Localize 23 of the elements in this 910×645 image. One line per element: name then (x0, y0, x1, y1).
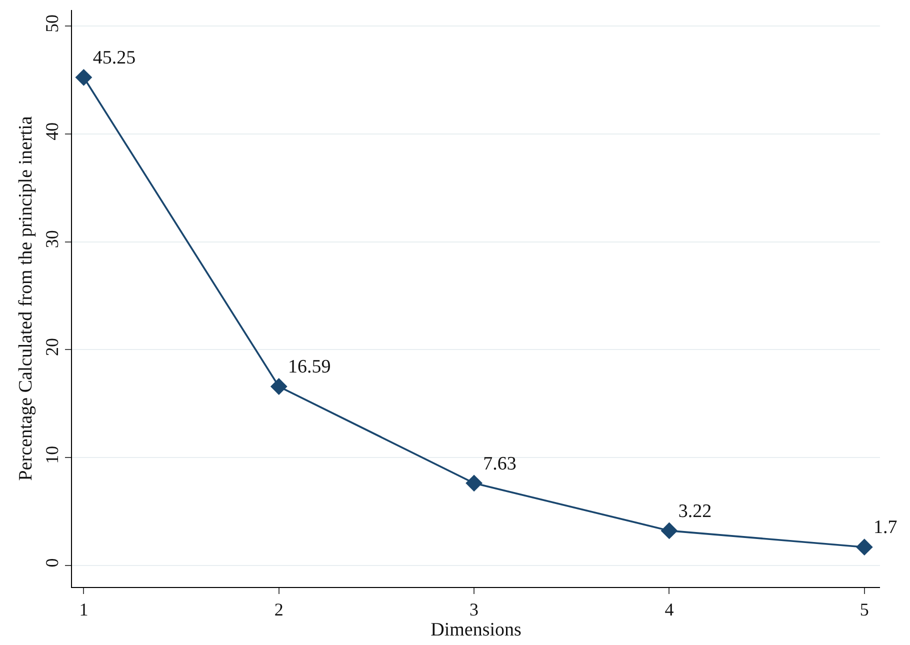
data-label: 1.7 (874, 517, 898, 538)
y-axis-title: Percentage Calculated from the principle inertia (16, 116, 37, 481)
data-label: 45.25 (92, 48, 136, 69)
x-tick-label: 3 (470, 600, 479, 620)
y-tick-label: 0 (42, 558, 62, 568)
y-tick-label: 30 (42, 230, 62, 248)
x-axis-title: Dimensions (430, 620, 522, 641)
point (660, 522, 678, 540)
point (856, 538, 873, 556)
x-tick-label: 5 (860, 600, 869, 620)
x-tick-label: 1 (79, 600, 88, 620)
y-tick-label: 10 (42, 446, 62, 464)
point (75, 68, 92, 86)
data-label: 16.59 (288, 356, 331, 378)
y-tick-label: 20 (42, 338, 62, 356)
y-tick-label: 40 (42, 122, 62, 140)
data-label: 7.63 (483, 453, 516, 474)
x-tick-label: 4 (664, 600, 674, 620)
data-label: 3.22 (678, 500, 712, 522)
x-tick-label: 2 (274, 600, 284, 620)
point (466, 474, 482, 492)
y-tick-label: 50 (42, 14, 62, 32)
point (270, 378, 288, 395)
